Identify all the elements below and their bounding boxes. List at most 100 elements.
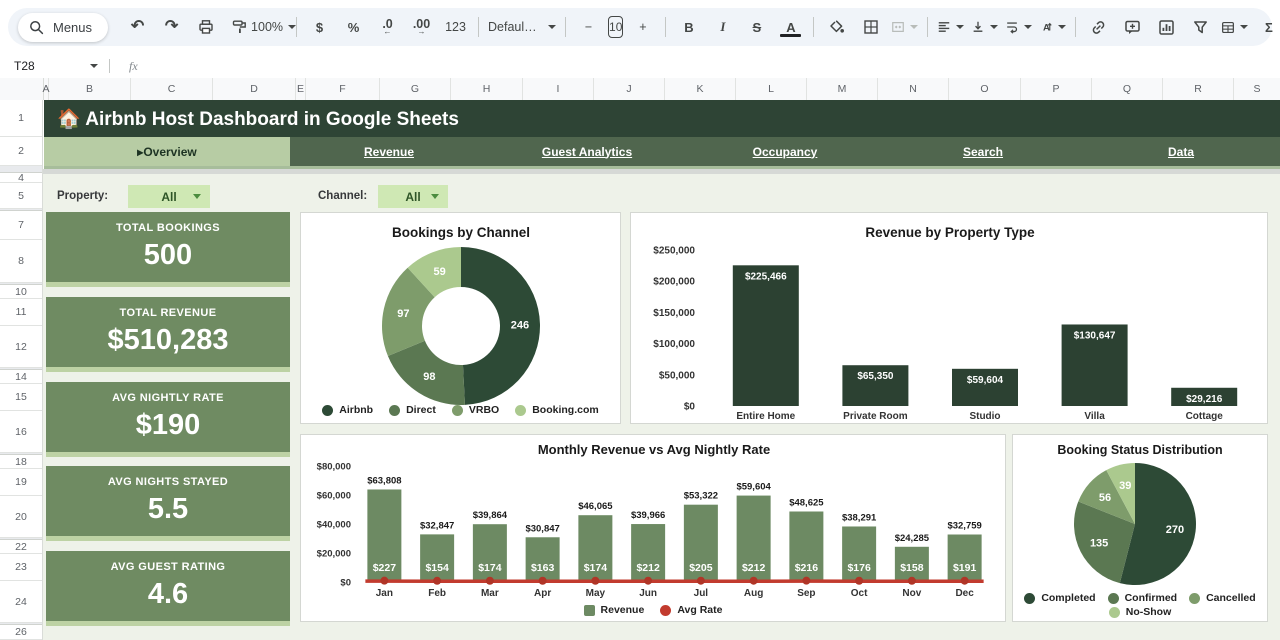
- row-header-7[interactable]: 7: [0, 211, 42, 240]
- number-format-button[interactable]: 123: [439, 13, 472, 41]
- font-size-input[interactable]: 10: [608, 16, 623, 38]
- row-header-5[interactable]: 5: [0, 183, 42, 209]
- column-header-G[interactable]: G: [380, 78, 451, 100]
- text-wrap-button[interactable]: [1002, 13, 1035, 41]
- tab-search[interactable]: Search: [884, 137, 1082, 166]
- merge-cells-button[interactable]: [888, 13, 921, 41]
- legend-label: Airbnb: [339, 404, 373, 416]
- column-header-H[interactable]: H: [451, 78, 523, 100]
- font-selector[interactable]: Defaul…: [485, 13, 559, 41]
- row-header-26[interactable]: 26: [0, 625, 42, 640]
- redo-button[interactable]: ↷: [155, 13, 188, 41]
- column-header-B[interactable]: B: [49, 78, 131, 100]
- tab-guest-analytics[interactable]: Guest Analytics: [488, 137, 686, 166]
- select-all-corner[interactable]: [0, 78, 44, 100]
- column-header-R[interactable]: R: [1163, 78, 1234, 100]
- legend-label: Cancelled: [1206, 592, 1256, 604]
- undo-button[interactable]: ↶: [121, 13, 154, 41]
- row-header-1[interactable]: 1: [0, 100, 42, 137]
- tab-occupancy[interactable]: Occupancy: [686, 137, 884, 166]
- borders-button[interactable]: [854, 13, 887, 41]
- legend-item-completed: Completed: [1024, 592, 1095, 604]
- plus-icon: +: [639, 20, 646, 34]
- vertical-align-button[interactable]: [968, 13, 1001, 41]
- row-header-23[interactable]: 23: [0, 554, 42, 581]
- tab-data[interactable]: Data: [1082, 137, 1280, 166]
- column-header-N[interactable]: N: [878, 78, 949, 100]
- column-header-P[interactable]: P: [1021, 78, 1092, 100]
- row-header-8[interactable]: 8: [0, 240, 42, 283]
- row-header-4[interactable]: 4: [0, 173, 42, 183]
- booking-status-chart[interactable]: Booking Status Distribution2701355639 Co…: [1012, 434, 1268, 622]
- column-header-C[interactable]: C: [131, 78, 213, 100]
- column-header-Q[interactable]: Q: [1092, 78, 1163, 100]
- cell-name-box[interactable]: T28: [0, 59, 104, 73]
- sheet-canvas[interactable]: 🏠 Airbnb Host Dashboard in Google Sheets…: [43, 100, 1280, 640]
- strikethrough-button[interactable]: S: [740, 13, 773, 41]
- svg-text:270: 270: [1166, 524, 1184, 536]
- row-header-11[interactable]: 11: [0, 299, 42, 326]
- bookings-by-channel-chart[interactable]: Bookings by Channel246989759 AirbnbDirec…: [300, 212, 621, 424]
- print-button[interactable]: [189, 13, 222, 41]
- align-left-icon: [937, 19, 951, 35]
- tab-overview[interactable]: ▸ Overview: [44, 137, 290, 166]
- row-header-15[interactable]: 15: [0, 384, 42, 411]
- kpi-accent-bar: [46, 621, 290, 626]
- text-rotation-button[interactable]: A: [1036, 13, 1069, 41]
- column-header-L[interactable]: L: [736, 78, 807, 100]
- create-filter-button[interactable]: [1184, 13, 1217, 41]
- table-tools-button[interactable]: [1218, 13, 1251, 41]
- insert-link-button[interactable]: [1082, 13, 1115, 41]
- svg-text:$46,065: $46,065: [578, 501, 613, 512]
- formula-input[interactable]: [138, 54, 1280, 78]
- row-header-16[interactable]: 16: [0, 411, 42, 453]
- row-header-18[interactable]: 18: [0, 455, 42, 469]
- decrease-font-size-button[interactable]: −: [572, 13, 605, 41]
- functions-button[interactable]: Σ: [1252, 13, 1280, 41]
- zoom-value: 100%: [251, 20, 283, 34]
- monthly-revenue-chart[interactable]: Monthly Revenue vs Avg Nightly Rate$0$20…: [300, 434, 1006, 622]
- column-header-D[interactable]: D: [213, 78, 296, 100]
- row-header-14[interactable]: 14: [0, 370, 42, 384]
- dashboard-title: 🏠 Airbnb Host Dashboard in Google Sheets: [57, 107, 459, 131]
- zoom-selector[interactable]: 100%: [257, 13, 290, 41]
- text-color-button[interactable]: A: [774, 13, 807, 41]
- row-header-20[interactable]: 20: [0, 496, 42, 538]
- column-header-S[interactable]: S: [1234, 78, 1280, 100]
- column-header-E[interactable]: E: [296, 78, 306, 100]
- revenue-by-property-chart[interactable]: Revenue by Property Type$0$50,000$100,00…: [630, 212, 1268, 424]
- property-filter-dropdown[interactable]: All: [128, 185, 210, 208]
- channel-filter-dropdown[interactable]: All: [378, 185, 448, 208]
- row-header-19[interactable]: 19: [0, 469, 42, 496]
- print-icon: [198, 19, 214, 35]
- svg-text:$0: $0: [684, 402, 696, 413]
- svg-text:$174: $174: [584, 562, 608, 574]
- column-header-J[interactable]: J: [594, 78, 665, 100]
- column-header-I[interactable]: I: [523, 78, 594, 100]
- row-header-2[interactable]: 2: [0, 137, 42, 166]
- increase-decimal-button[interactable]: .00→: [405, 13, 438, 41]
- insert-chart-button[interactable]: [1150, 13, 1183, 41]
- tab-revenue[interactable]: Revenue: [290, 137, 488, 166]
- column-header-O[interactable]: O: [949, 78, 1021, 100]
- dashboard-title-bar: 🏠 Airbnb Host Dashboard in Google Sheets: [44, 100, 1280, 137]
- tab-label: Guest Analytics: [542, 145, 632, 159]
- increase-font-size-button[interactable]: +: [626, 13, 659, 41]
- insert-comment-button[interactable]: [1116, 13, 1149, 41]
- column-header-F[interactable]: F: [306, 78, 380, 100]
- horizontal-align-button[interactable]: [934, 13, 967, 41]
- row-header-24[interactable]: 24: [0, 581, 42, 623]
- italic-button[interactable]: I: [706, 13, 739, 41]
- column-header-K[interactable]: K: [665, 78, 736, 100]
- row-header-22[interactable]: 22: [0, 540, 42, 554]
- format-percent-button[interactable]: %: [337, 13, 370, 41]
- chevron-down-icon: [956, 25, 964, 33]
- menus-search-button[interactable]: Menus: [18, 13, 108, 42]
- column-header-M[interactable]: M: [807, 78, 878, 100]
- fill-color-button[interactable]: [820, 13, 853, 41]
- decrease-decimal-button[interactable]: .0←: [371, 13, 404, 41]
- bold-button[interactable]: B: [672, 13, 705, 41]
- row-header-12[interactable]: 12: [0, 326, 42, 368]
- format-currency-button[interactable]: $: [303, 13, 336, 41]
- row-header-10[interactable]: 10: [0, 285, 42, 299]
